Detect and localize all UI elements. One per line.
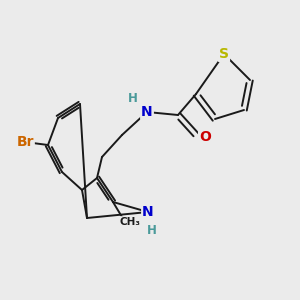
Text: O: O: [199, 130, 211, 144]
Text: S: S: [219, 47, 229, 61]
Text: H: H: [128, 92, 138, 104]
Text: Br: Br: [16, 135, 34, 149]
Text: H: H: [147, 224, 157, 236]
Text: CH₃: CH₃: [119, 217, 140, 227]
Text: N: N: [141, 105, 153, 119]
Text: N: N: [142, 205, 154, 219]
